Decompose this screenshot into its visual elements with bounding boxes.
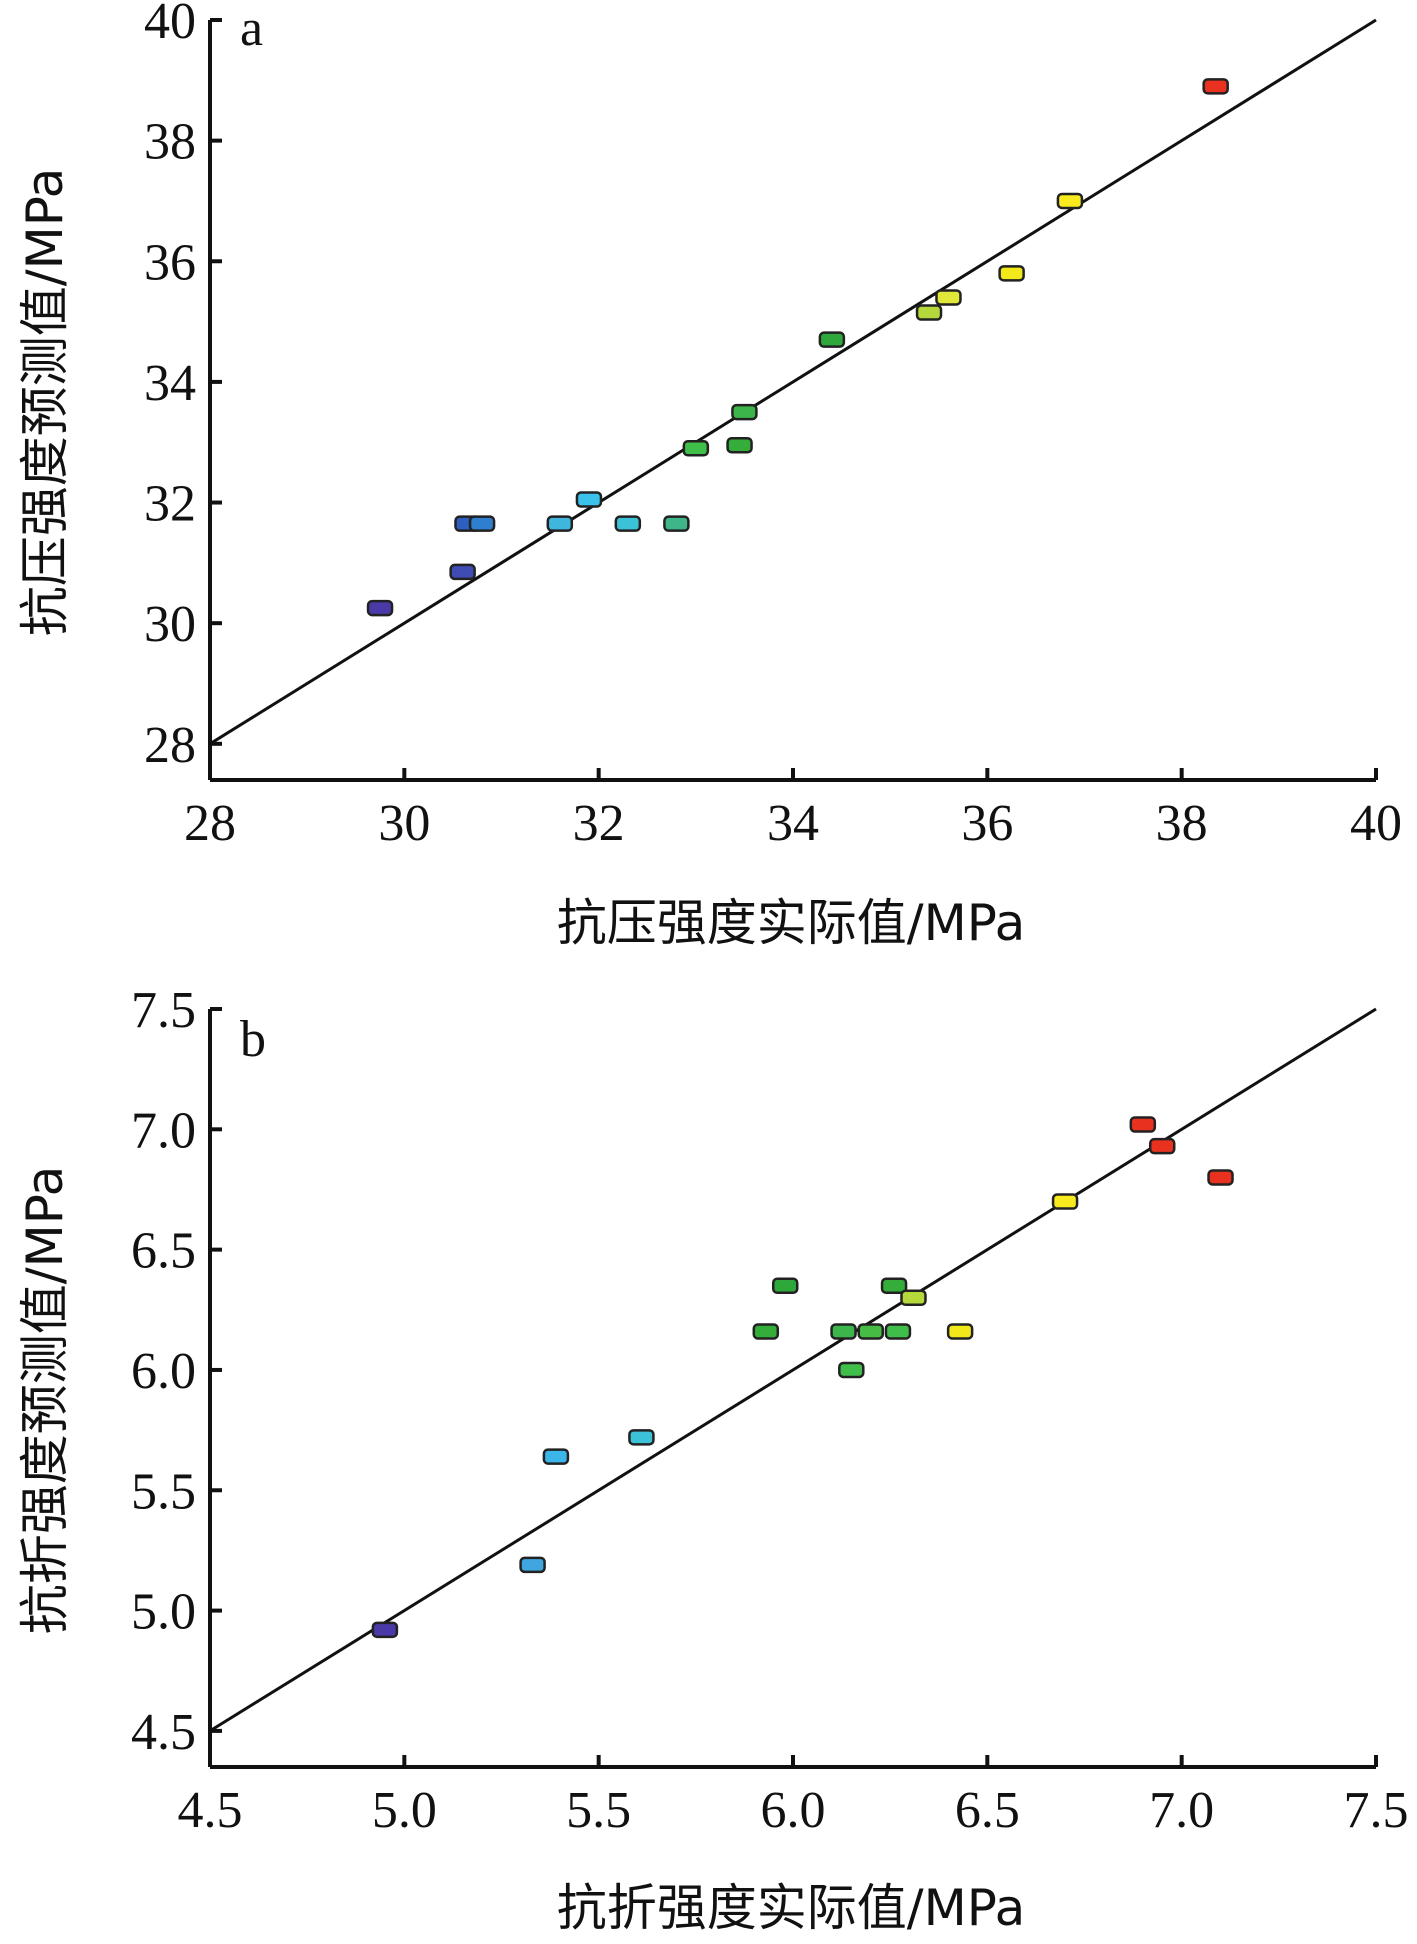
panel-b-data-point — [880, 1277, 908, 1294]
panel-a-data-point — [682, 440, 710, 457]
panel-a-data-point — [546, 515, 574, 532]
panel-b-y-axis-title: 抗折强度预测值/MPa — [16, 1166, 74, 1635]
panel-b-data-point — [884, 1323, 912, 1340]
panel-a-data-point — [1056, 192, 1084, 210]
panel-b-x-tick-label: 4.5 — [178, 1782, 243, 1839]
panel-b-y-tick-label: 7.0 — [131, 1102, 196, 1159]
panel-a-x-tick-label: 28 — [184, 795, 236, 852]
panel-a-fit-line — [209, 18, 1377, 746]
panel-b: b 抗折强度实际值/MPa 抗折强度预测值/MPa 4.5 5.0 5.5 6.0 6.… — [16, 982, 1409, 1937]
panel-b-label: b — [240, 1011, 266, 1068]
panel-a-data-point — [575, 491, 603, 508]
panel-b-data-point — [857, 1323, 884, 1340]
panel-b-data-point — [838, 1361, 865, 1379]
panel-a-data-point — [663, 515, 690, 532]
panel-a-data-point — [818, 331, 846, 348]
panel-a-label: a — [240, 0, 263, 57]
panel-a-x-tick-label: 34 — [767, 795, 819, 852]
panel-a-x-tick-label: 36 — [961, 795, 1013, 852]
panel-a-x-axis-title: 抗压强度实际值/MPa — [557, 894, 1026, 952]
panel-b-data-point — [830, 1323, 857, 1340]
panel-a-y-tick-label: 34 — [144, 355, 196, 412]
panel-a-data-point — [366, 599, 394, 617]
panel-b-y-tick-label: 5.0 — [131, 1584, 196, 1641]
panel-b-data-point — [1207, 1169, 1234, 1186]
panel-b-y-tick-label: 6.0 — [131, 1343, 196, 1400]
panel-b-data-point — [1148, 1137, 1176, 1155]
panel-a-data-point — [468, 515, 496, 532]
panel-b-x-tick-label: 5.5 — [566, 1782, 631, 1839]
panel-a: a 抗压强度实际值/MPa 抗压强度预测值/MPa 28 30 32 34 36 38 40… — [16, 0, 1402, 952]
panel-b-data-point — [1051, 1193, 1079, 1210]
panel-a-x-tick-label: 40 — [1350, 795, 1402, 852]
panel-a-data-point — [935, 289, 962, 306]
panel-b-data-point — [519, 1556, 546, 1574]
panel-a-data-point — [449, 563, 476, 581]
panel-a-x-tick-label: 30 — [378, 795, 430, 852]
panel-b-y-tick-label: 5.5 — [131, 1463, 196, 1520]
panel-a-data-point — [1202, 78, 1229, 95]
panel-b-data-point — [752, 1323, 780, 1340]
panel-a-data-point — [731, 403, 758, 421]
panel-b-x-tick-label: 7.0 — [1149, 1782, 1214, 1839]
panel-b-data-point — [946, 1323, 974, 1340]
panel-b-x-axis-title: 抗折强度实际值/MPa — [557, 1879, 1026, 1937]
panel-a-data-point — [998, 265, 1025, 282]
panel-b-data-point — [1129, 1116, 1157, 1133]
panel-b-y-tick-label: 4.5 — [131, 1704, 196, 1761]
panel-b-data-point — [771, 1277, 799, 1294]
panel-a-x-tick-label: 32 — [573, 795, 625, 852]
panel-a-data-point — [726, 436, 753, 454]
panel-b-data-point — [542, 1448, 570, 1465]
panel-b-data-point — [628, 1429, 655, 1446]
panel-a-y-tick-label: 28 — [144, 717, 196, 774]
panel-a-y-axis-title: 抗压强度预测值/MPa — [16, 168, 74, 637]
panel-a-y-tick-label: 32 — [144, 476, 196, 533]
panel-a-x-tick-label: 38 — [1156, 795, 1208, 852]
panel-b-x-tick-label: 5.0 — [372, 1782, 437, 1839]
panel-a-data-point — [614, 515, 642, 532]
panel-b-fit-line — [209, 1007, 1377, 1733]
panel-b-x-tick-label: 6.0 — [761, 1782, 826, 1839]
panel-b-y-tick-label: 6.5 — [131, 1223, 196, 1280]
panel-a-y-tick-label: 40 — [144, 0, 196, 50]
panel-b-data-point — [371, 1621, 399, 1639]
panel-b-x-tick-label: 6.5 — [955, 1782, 1020, 1839]
panel-b-data-point — [900, 1289, 927, 1307]
panel-a-data-point — [915, 304, 943, 321]
panel-a-y-tick-label: 30 — [144, 596, 196, 653]
panel-a-y-tick-label: 38 — [144, 114, 196, 171]
panel-b-x-tick-label: 7.5 — [1344, 1782, 1409, 1839]
panel-a-y-tick-label: 36 — [144, 234, 196, 291]
panel-b-y-tick-label: 7.5 — [131, 982, 196, 1039]
